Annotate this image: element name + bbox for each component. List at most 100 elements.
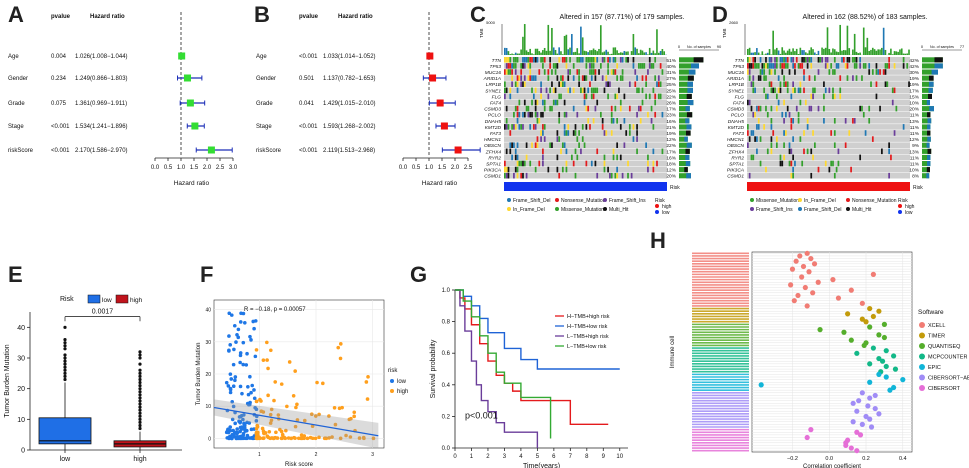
correlation-h-point — [848, 445, 854, 451]
oncoplot-c-mutation-cell — [523, 99, 526, 106]
oncoplot-c-mutation-cell — [587, 105, 590, 112]
oncoplot-c-mutation-cell — [590, 160, 593, 167]
oncoplot-d-mutation-cell — [833, 130, 836, 136]
oncoplot-c-mutation-cell — [632, 57, 635, 63]
oncoplot-c-tmb-bar — [538, 51, 541, 55]
oncoplot-c-mutation-cell — [554, 63, 557, 69]
boxplot-e-outlier — [63, 365, 67, 369]
oncoplot-d-mutation-cell — [761, 63, 764, 69]
oncoplot-d-mutation-cell — [785, 57, 787, 63]
oncoplot-c-sample-bar — [679, 106, 690, 112]
oncoplot-d-sample-bar-extra — [934, 63, 943, 69]
oncoplot-c-sample-bar-extra — [685, 154, 690, 160]
oncoplot-d-mutation-cell — [830, 63, 833, 69]
oncoplot-d-sample-bar — [922, 69, 938, 75]
oncoplot-c-mutation-cell — [520, 81, 523, 87]
scatter-f-point-low — [245, 351, 249, 356]
oncoplot-d-gene-row-bg — [747, 57, 910, 63]
oncoplot-c-mutation-cell — [578, 75, 580, 81]
oncoplot-c-tmb-bar — [507, 51, 510, 55]
oncoplot-c-mutation-cell — [532, 75, 535, 81]
boxplot-e-y-axis-label: Tumor Burden Mutation — [4, 344, 11, 417]
oncoplot-c-mutation-cell — [558, 136, 561, 142]
oncoplot-c-mutation-cell — [585, 160, 588, 167]
oncoplot-d-sample-bar-extra — [927, 118, 932, 124]
oncoplot-c-tmb-bar — [645, 52, 647, 55]
forest-a-x-axis-label: Hazard ratio — [174, 180, 210, 187]
scatter-f-point-low — [242, 413, 246, 417]
oncoplot-c-mutation-cell — [549, 87, 551, 94]
oncoplot-c-mutation-cell — [628, 81, 631, 87]
oncoplot-c-sample-bar — [679, 112, 693, 118]
oncoplot-d-sample-bar-extra — [929, 106, 934, 112]
oncoplot-c-mutation-cell — [505, 172, 508, 179]
oncoplot-c-gene-percent: 25% — [666, 88, 676, 94]
oncoplot-c-mutation-cell — [610, 111, 613, 118]
oncoplot-d-mutation-cell — [765, 57, 767, 63]
oncoplot-d-tmb-bar — [852, 49, 854, 55]
oncoplot-d-mutation-cell — [786, 57, 789, 63]
oncoplot-c-mutation-cell — [542, 63, 544, 69]
oncoplot-c-gene-percent: 12% — [666, 137, 676, 143]
scatter-f-point-high — [260, 426, 265, 431]
oncoplot-d-mutation-cell — [779, 57, 782, 63]
oncoplot-c-mutation-cell — [654, 99, 657, 106]
oncoplot-c-sample-bar — [679, 93, 692, 99]
oncoplot-d-gene-label: PCLO — [731, 113, 744, 119]
oncoplot-c-mutation-cell — [650, 63, 653, 69]
oncoplot-c-mutation-cell — [585, 63, 588, 69]
oncoplot-c-mutation-cell — [522, 63, 524, 69]
forest-b-hr-marker — [454, 146, 462, 154]
oncoplot-d-mutation-cell — [792, 63, 794, 69]
oncoplot-c-mutation-cell — [592, 118, 595, 124]
scatter-f-point-high — [309, 412, 314, 417]
correlation-h-point — [876, 411, 882, 417]
oncoplot-d-mutation-cell — [750, 130, 753, 136]
oncoplot-d-mutation-cell — [837, 63, 840, 69]
oncoplot-c-gene-label: TTN — [492, 58, 502, 64]
oncoplot-d-mutation-cell — [797, 118, 800, 124]
oncoplot-d-mutation-cell — [902, 63, 905, 69]
oncoplot-c-mutation-cell — [513, 124, 515, 130]
scatter-f-point-low — [240, 391, 244, 396]
oncoplot-c-mutation-cell — [618, 87, 620, 94]
oncoplot-d-mutation-cell — [891, 99, 894, 106]
oncoplot-c-tmb-bar — [634, 47, 637, 55]
oncoplot-c-mutation-cell — [645, 142, 647, 148]
forest-a-x-tick-label: 1.5 — [190, 165, 199, 171]
scatter-f-point-high — [313, 436, 318, 441]
oncoplot-d-mutation-cell — [794, 160, 796, 167]
oncoplot-c-mutation-cell — [590, 57, 593, 63]
forest-a-x-tick-label: 2.0 — [203, 165, 212, 171]
scatter-f-point-low — [236, 327, 241, 332]
oncoplot-c-sample-bar — [679, 167, 688, 173]
oncoplot-d-tmb-bar — [761, 51, 764, 55]
oncoplot-d-mutation-cell — [768, 57, 771, 63]
oncoplot-c-tmb-bar — [556, 53, 559, 55]
oncoplot-d-mutation-cell — [775, 142, 778, 148]
oncoplot-c-gene-label: KMT2D — [485, 125, 502, 131]
oncoplot-c-mutation-cell — [522, 172, 524, 179]
oncoplot-d-mutation-cell — [774, 87, 776, 94]
scatter-f-point-high — [321, 381, 325, 386]
scatter-f-point-high — [265, 340, 269, 345]
oncoplot-c-mutation-cell — [657, 93, 660, 100]
oncoplot-c-mutation-cell — [609, 81, 611, 87]
oncoplot-c-mutation-cell — [657, 81, 660, 87]
correlation-h-point — [804, 303, 810, 309]
correlation-h-point — [797, 253, 803, 259]
oncoplot-d-mutation-cell — [759, 136, 762, 142]
oncoplot-c-gene-row-bg — [504, 111, 667, 118]
oncoplot-d-mutation-cell — [770, 57, 773, 63]
oncoplot-d-mutation-cell — [781, 160, 784, 167]
oncoplot-d-gene-row-bg — [747, 124, 910, 130]
oncoplot-c-tmb-bar — [596, 51, 598, 55]
boxplot-e-legend-title: Risk — [60, 296, 74, 303]
forest-b-hr-marker — [440, 122, 448, 130]
oncoplot-c-gene-percent: 17% — [666, 149, 676, 155]
oncoplot-d-mutation-cell — [871, 69, 874, 75]
oncoplot-c-tmb-bar — [583, 50, 586, 55]
boxplot-e-outlier — [138, 411, 142, 415]
oncoplot-d-gene-label: MUC16 — [728, 70, 745, 76]
correlation-h-point — [867, 305, 873, 312]
